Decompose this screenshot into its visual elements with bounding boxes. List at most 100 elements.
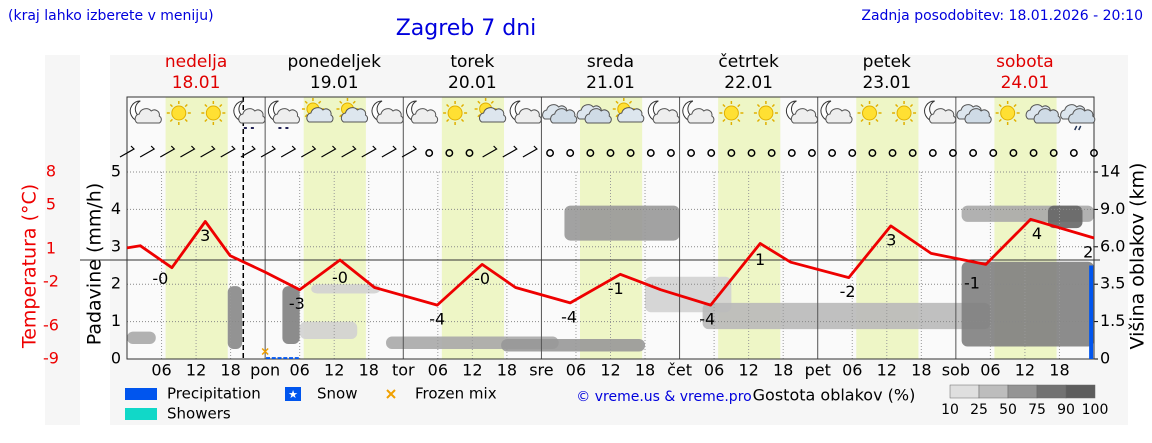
wind-barb [240, 145, 256, 158]
temp-label: -3 [289, 294, 305, 313]
icon-ray [446, 103, 450, 108]
wind-calm [1029, 149, 1038, 157]
icon-ray [722, 118, 726, 123]
temp-tick-label: 1 [46, 239, 56, 258]
precip-tick-label: 3 [111, 236, 121, 255]
x-tick-label: 06 [428, 361, 448, 380]
legend-star: ★ [288, 388, 298, 401]
icon-ray [1013, 118, 1017, 123]
icon-ray [875, 103, 879, 108]
temp-tick-label: -2 [43, 272, 59, 291]
wind-calm [626, 149, 635, 157]
density-swatch [978, 384, 1009, 399]
x-tick-label: 18 [497, 361, 517, 380]
precip-tick-label: 4 [111, 199, 121, 218]
icon-cloud [825, 108, 853, 124]
day-date: 18.01 [172, 73, 221, 93]
wind-barb [522, 145, 538, 158]
legend-label: Snow [317, 385, 357, 403]
wind-barb [139, 145, 156, 158]
precip-bar [266, 357, 271, 359]
wind-calm [808, 149, 816, 157]
wind-calm [928, 149, 937, 157]
icon-ray [737, 103, 741, 108]
icon-cloud [1033, 108, 1061, 124]
x-tick-label: sre [529, 361, 553, 380]
cloud-patch [702, 302, 991, 330]
precip-bar [277, 357, 282, 359]
icon-ray [756, 103, 761, 108]
icon-sun [723, 105, 739, 121]
x-tick-label: pet [805, 361, 831, 380]
density-label: 25 [970, 402, 988, 418]
icon-cloud [687, 108, 715, 124]
cloud-patch [564, 205, 680, 241]
temp-tick-label: -6 [43, 316, 59, 335]
daylight-band [303, 97, 366, 359]
temperature-line [126, 217, 1095, 307]
credit: © vreme.us & vreme.pro [576, 389, 751, 405]
density-label: 75 [1028, 402, 1046, 418]
icon-ray [875, 118, 879, 123]
icon-cloud [617, 107, 645, 123]
density-label: 50 [999, 402, 1017, 418]
x-tick-label: 06 [842, 361, 862, 380]
wind-barb [220, 145, 236, 158]
day-name: sreda [587, 52, 634, 72]
icon-ray [615, 100, 619, 104]
cloud-tick-label: 1.5 [1100, 311, 1125, 330]
icon-sun [205, 105, 221, 121]
cloud-tick-label: 3.5 [1100, 274, 1125, 293]
x-tick-label: 06 [151, 361, 171, 380]
icon-cloud [272, 108, 300, 124]
precip-bar [1089, 265, 1094, 359]
icon-ray [628, 100, 633, 104]
density-swatch [1065, 384, 1096, 399]
icon-ray [756, 118, 761, 123]
icon-sun [171, 105, 187, 121]
icon-ray [895, 118, 899, 123]
icon-cloud [652, 108, 680, 124]
icon-ray [909, 118, 914, 123]
wind-barb [361, 145, 377, 158]
density-label: 90 [1057, 402, 1075, 418]
day-date: 20.01 [448, 73, 497, 93]
temp-label: -4 [429, 310, 445, 329]
icon-sun [447, 105, 463, 121]
x-tick-label: čet [667, 361, 692, 380]
icon-cloud [790, 108, 819, 124]
wind-barb [321, 145, 337, 158]
cloud-patch [501, 339, 646, 352]
wind-barb [200, 145, 216, 158]
icon-cloud [376, 108, 404, 124]
icon-cloud [410, 108, 439, 124]
legend-label: Showers [167, 405, 231, 423]
wind-calm [747, 149, 756, 157]
temp-label: 2 [1083, 243, 1093, 262]
wind-calm [606, 149, 615, 157]
temp-axis-title: Temperatura (°C) [19, 184, 41, 349]
cloud-patch [227, 286, 243, 350]
density-label: 100 [1082, 402, 1109, 418]
day-date: 22.01 [724, 73, 773, 93]
legend-label: Precipitation [167, 385, 261, 403]
icon-ray [895, 103, 899, 108]
temp-label: -1 [964, 273, 980, 292]
temp-label: -2 [840, 282, 856, 301]
updated: Zadnja posodobitev: 18.01.2026 - 20:10 [861, 8, 1143, 24]
icon-ray [184, 118, 188, 123]
wind-calm [586, 149, 595, 157]
icon-cloud [964, 108, 992, 124]
icon-cloud [238, 108, 266, 124]
icon-ray [169, 103, 173, 108]
icon-ray [909, 103, 914, 108]
x-tick-label: 12 [600, 361, 620, 380]
precip-bar [271, 357, 276, 359]
precip-axis-title: Padavine (mm/h) [84, 183, 106, 346]
wind-calm [888, 149, 897, 157]
day-name: četrtek [718, 52, 779, 72]
x-tick-label: 18 [635, 361, 655, 380]
temp-label: 1 [755, 250, 765, 269]
